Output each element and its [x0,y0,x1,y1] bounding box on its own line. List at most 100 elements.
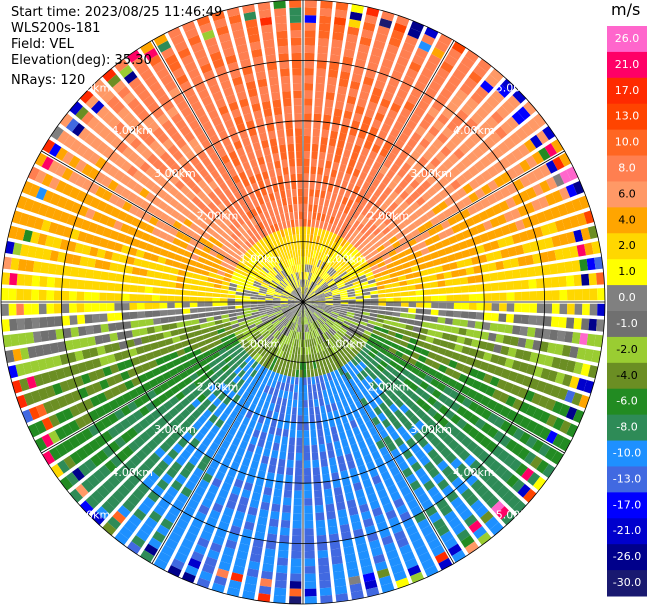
velocity-gate [303,339,306,348]
velocity-gate [576,212,587,227]
velocity-gate [139,405,150,417]
velocity-gate [52,237,62,249]
velocity-gate [367,233,376,241]
velocity-gate [406,473,418,485]
velocity-gate [348,467,358,477]
velocity-gate [258,374,265,383]
velocity-gate [352,185,361,195]
velocity-gate [263,321,272,327]
velocity-gate [326,510,336,520]
velocity-gate [470,112,484,125]
velocity-gate [263,264,271,272]
velocity-gate [350,259,358,267]
velocity-gate [247,506,258,516]
velocity-gate [201,156,212,168]
velocity-gate [267,464,277,474]
velocity-gate [188,119,200,131]
velocity-gate [428,322,438,330]
velocity-gate [304,309,307,317]
colorbar-swatch [607,518,647,545]
velocity-gate [298,271,301,280]
velocity-gate [155,219,166,230]
velocity-gate [287,300,296,302]
velocity-gate [128,514,142,527]
velocity-gate [199,221,209,231]
velocity-gate [142,476,155,489]
velocity-gate [399,190,410,200]
velocity-gate [295,249,298,258]
velocity-gate [298,309,302,317]
velocity-gate [205,292,213,297]
velocity-gate [197,460,208,472]
colorbar-tick-label: 26.0 [615,32,640,45]
velocity-gate [502,259,512,269]
velocity-gate [358,235,367,243]
velocity-gate [275,238,282,247]
velocity-gate [297,316,300,325]
velocity-gate [350,474,361,485]
velocity-gate [374,377,383,386]
velocity-gate [170,267,179,275]
ring-label: 3.00km [410,423,452,436]
velocity-gate [299,226,303,235]
velocity-gate [242,364,251,373]
velocity-gate [209,441,220,452]
velocity-gate [356,381,365,391]
velocity-gate [297,296,303,302]
velocity-gate [482,273,491,282]
velocity-gate [242,302,251,305]
velocity-gate [417,241,427,250]
velocity-gate [496,214,507,226]
ring-label: 1.00km [325,338,367,351]
velocity-gate [218,130,229,141]
velocity-gate [393,292,401,297]
velocity-gate [293,280,298,289]
velocity-gate [197,302,205,307]
velocity-gate [1,272,10,285]
velocity-gate [352,112,363,123]
velocity-gate [358,323,367,330]
velocity-gate [224,433,234,443]
velocity-gate [227,236,236,245]
velocity-gate [326,84,336,94]
velocity-gate [304,264,307,272]
velocity-gate [424,237,434,246]
velocity-gate [172,374,183,384]
velocity-gate [558,233,569,246]
velocity-gate [303,302,309,308]
velocity-gate [348,326,357,332]
velocity-gate [254,445,264,455]
velocity-gate [92,121,106,135]
velocity-gate [281,375,287,384]
velocity-gate [547,250,557,262]
velocity-gate [306,354,309,363]
velocity-gate [269,337,277,345]
velocity-gate [458,240,468,250]
velocity-gate [352,426,361,436]
velocity-gate [336,317,345,323]
velocity-gate [221,364,230,373]
velocity-gate [414,449,426,461]
velocity-gate [410,201,420,212]
velocity-gate [74,159,87,173]
velocity-gate [269,224,276,233]
velocity-gate [318,436,325,445]
velocity-gate [237,317,246,323]
velocity-gate [213,217,223,226]
velocity-gate [278,53,289,62]
velocity-gate [54,316,63,327]
velocity-gate [317,367,323,376]
velocity-gate [505,438,518,452]
colorbar-tick-label: 1.0 [618,265,636,278]
velocity-gate [503,136,516,150]
velocity-gate [337,283,346,289]
velocity-gate [65,472,79,486]
velocity-gate [309,306,316,311]
velocity-gate [339,523,351,533]
velocity-gate [307,308,312,315]
velocity-gate [338,516,349,526]
velocity-gate [256,335,264,343]
velocity-gate [186,351,196,360]
velocity-gate [343,48,355,58]
velocity-gate [303,445,310,453]
